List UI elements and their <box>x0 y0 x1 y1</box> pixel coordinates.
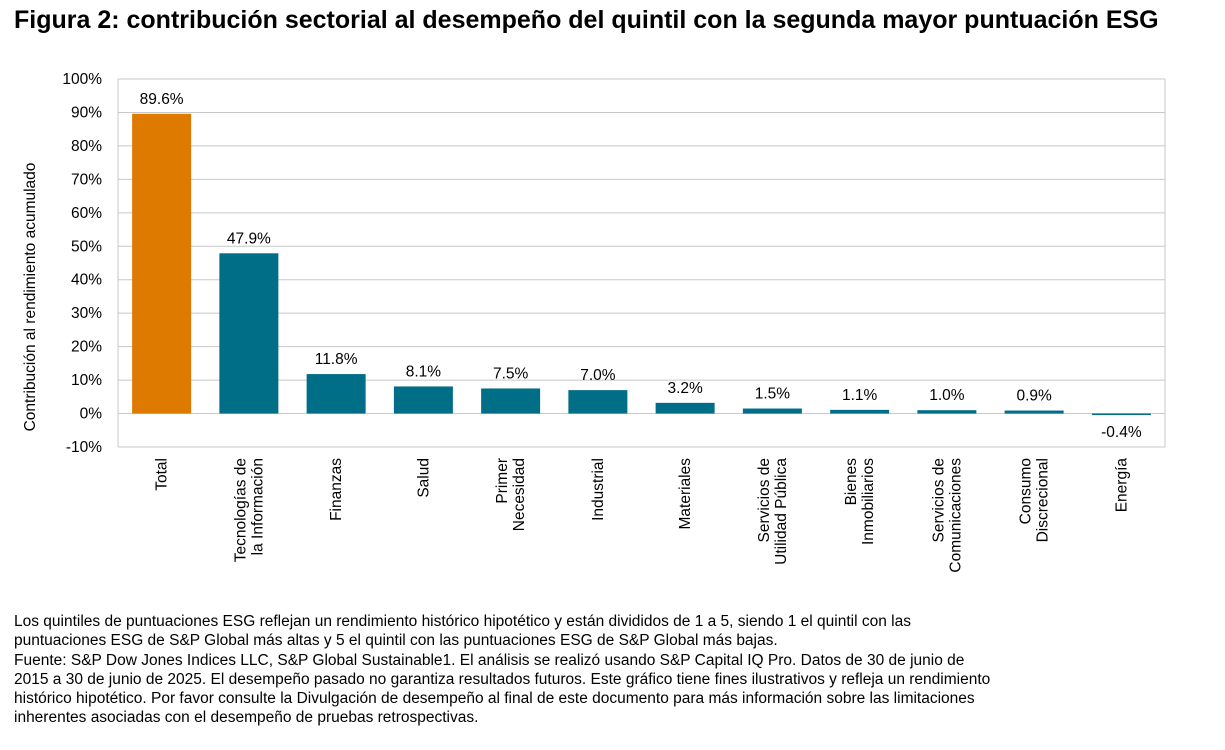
bar <box>917 410 977 414</box>
footnote-line: inherentes asociadas con el desempeño de… <box>14 709 479 727</box>
y-tick-label: 40% <box>71 272 102 289</box>
x-tick-label: Servicios deComunicaciones <box>930 458 964 573</box>
y-tick-label: 10% <box>71 372 102 389</box>
bar <box>481 388 541 414</box>
bar <box>742 408 802 414</box>
bar <box>830 409 890 414</box>
x-tick-label-line: Necesidad <box>511 458 528 531</box>
x-tick-label: BienesInmobiliarios <box>843 458 877 545</box>
x-tick-label-line: Utilidad Pública <box>773 458 790 565</box>
bar <box>219 253 279 414</box>
data-label: 1.5% <box>755 386 791 403</box>
y-tick-label: 30% <box>71 305 102 322</box>
bar <box>655 402 715 414</box>
data-label: 7.0% <box>580 367 616 384</box>
bar <box>132 113 192 414</box>
x-tick-label-line: Discrecional <box>1035 458 1052 542</box>
x-tick-label: Industrial <box>590 458 607 521</box>
bar <box>393 386 453 414</box>
x-tick-label-line: Servicios de <box>756 458 773 542</box>
data-label: 3.2% <box>667 380 703 397</box>
x-tick-label-line: Finanzas <box>328 458 345 521</box>
x-tick-label-line: Industrial <box>590 458 607 521</box>
y-tick-label: 90% <box>71 104 102 121</box>
data-label: 1.0% <box>929 387 965 404</box>
data-label: -0.4% <box>1101 424 1142 441</box>
x-tick-label: Servicios deUtilidad Pública <box>756 458 790 565</box>
x-tick-label-line: Servicios de <box>930 458 947 542</box>
x-tick-label-line: la Información <box>249 458 266 555</box>
bar <box>1091 413 1151 416</box>
data-label: 11.8% <box>315 351 358 368</box>
x-tick-label: Tecnologías dela Información <box>232 458 266 562</box>
y-tick-label: 60% <box>71 205 102 222</box>
x-tick-label: Materiales <box>677 458 694 530</box>
x-tick-label: PrimerNecesidad <box>494 458 528 531</box>
x-tick-label-line: Bienes <box>843 458 860 506</box>
x-tick-label: Finanzas <box>328 458 345 521</box>
footnote: Los quintiles de puntuaciones ESG reflej… <box>14 612 990 728</box>
y-tick-label: 20% <box>71 339 102 356</box>
y-tick-label: -10% <box>66 439 102 456</box>
data-label: 0.9% <box>1016 388 1052 405</box>
y-tick-label: 50% <box>71 238 102 255</box>
footnote-line: Fuente: S&P Dow Jones Indices LLC, S&P G… <box>14 651 965 669</box>
data-label: 89.6% <box>140 91 184 108</box>
x-tick-label-line: Primer <box>494 458 511 504</box>
data-label: 8.1% <box>406 363 442 380</box>
bar <box>1004 410 1064 414</box>
x-tick-label-line: Tecnologías de <box>232 458 249 562</box>
x-tick-label: Salud <box>415 458 432 498</box>
footnote-line: 2015 a 30 de junio de 2025. El desempeño… <box>14 670 991 688</box>
footnote-line: histórico hipotético. Por favor consulte… <box>14 690 975 708</box>
data-label: 7.5% <box>493 365 529 382</box>
y-tick-label: 100% <box>62 71 102 88</box>
x-tick-label-line: Salud <box>415 458 432 498</box>
bar <box>306 374 366 414</box>
y-axis-label: Contribución al rendimiento acumulado <box>22 163 39 432</box>
x-tick-label-line: Energía <box>1113 458 1130 513</box>
y-tick-label: 70% <box>71 171 102 188</box>
x-tick-label-line: Comunicaciones <box>947 458 964 573</box>
data-label: 1.1% <box>842 387 878 404</box>
x-tick-label-line: Total <box>154 458 171 491</box>
y-tick-label: 80% <box>71 138 102 155</box>
x-tick-label-line: Inmobiliarios <box>860 458 877 545</box>
y-tick-label: 0% <box>80 406 103 423</box>
x-tick-label-line: Consumo <box>1018 458 1035 524</box>
data-label: 47.9% <box>227 230 271 247</box>
chart-title: Figura 2: contribución sectorial al dese… <box>14 6 1159 34</box>
x-tick-label: ConsumoDiscrecional <box>1018 458 1052 542</box>
x-tick-label: Energía <box>1113 458 1130 513</box>
x-tick-label-line: Materiales <box>677 458 694 530</box>
bar <box>568 390 628 414</box>
footnote-line: Los quintiles de puntuaciones ESG reflej… <box>14 613 911 630</box>
footnote-line: puntuaciones ESG de S&P Global más altas… <box>14 632 778 650</box>
x-tick-label: Total <box>154 458 171 491</box>
